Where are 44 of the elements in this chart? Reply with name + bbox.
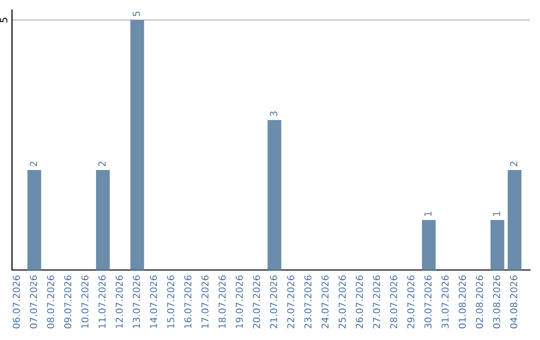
x-tick-label: 08.07.2026: [47, 275, 54, 328]
x-tick-label: 12.07.2026: [116, 275, 123, 328]
x-tick-label: 17.07.2026: [201, 275, 209, 328]
bar: [96, 170, 110, 270]
x-tick-label: 21.07.2026: [270, 275, 278, 328]
x-tick-label: 20.07.2026: [252, 275, 260, 328]
bar: [130, 20, 144, 270]
x-tick-label: 02.08.2026: [476, 275, 483, 328]
data-label: 5: [132, 12, 140, 16]
bar: [508, 170, 522, 270]
data-label: 2: [510, 162, 518, 166]
bar: [490, 220, 504, 270]
x-tick-label: 10.07.2026: [81, 275, 88, 328]
x-tick-label: 18.07.2026: [218, 275, 226, 328]
x-tick-label: 07.07.2026: [30, 275, 38, 328]
data-label: 2: [30, 162, 37, 166]
x-tick-label: 30.07.2026: [424, 275, 432, 328]
x-tick-label: 31.07.2026: [442, 275, 449, 328]
bar: [27, 170, 42, 270]
x-tick-label: 14.07.2026: [150, 275, 158, 328]
x-tick-label: 24.07.2026: [321, 275, 329, 328]
x-tick-label: 29.07.2026: [407, 275, 414, 328]
x-tick-label: 19.07.2026: [236, 275, 243, 328]
x-tick-label: 13.07.2026: [132, 275, 140, 328]
x-tick-label: 27.07.2026: [372, 275, 380, 328]
x-tick-label: 23.07.2026: [304, 275, 312, 328]
x-tick-label: 03.08.2026: [493, 275, 500, 328]
data-label: 3: [270, 112, 278, 116]
x-tick-label: 22.07.2026: [287, 275, 294, 328]
x-tick-label: 15.07.2026: [167, 275, 174, 328]
bar: [422, 220, 436, 270]
data-label: 2: [98, 162, 106, 166]
x-tick-label: 06.07.2026: [12, 275, 20, 328]
data-label: 1: [493, 212, 500, 216]
x-tick-label: 04.08.2026: [510, 275, 518, 328]
x-tick-label: 25.07.2026: [338, 275, 346, 328]
x-tick-label: 11.07.2026: [98, 275, 106, 328]
bar: [268, 120, 282, 270]
data-label: 1: [424, 212, 432, 216]
x-tick-label: 09.07.2026: [64, 275, 72, 328]
x-tick-label: 26.07.2026: [356, 275, 363, 328]
x-tick-label: 01.08.2026: [458, 275, 466, 328]
x-tick-label: 16.07.2026: [184, 275, 192, 328]
x-tick-label: 28.07.2026: [390, 275, 398, 328]
